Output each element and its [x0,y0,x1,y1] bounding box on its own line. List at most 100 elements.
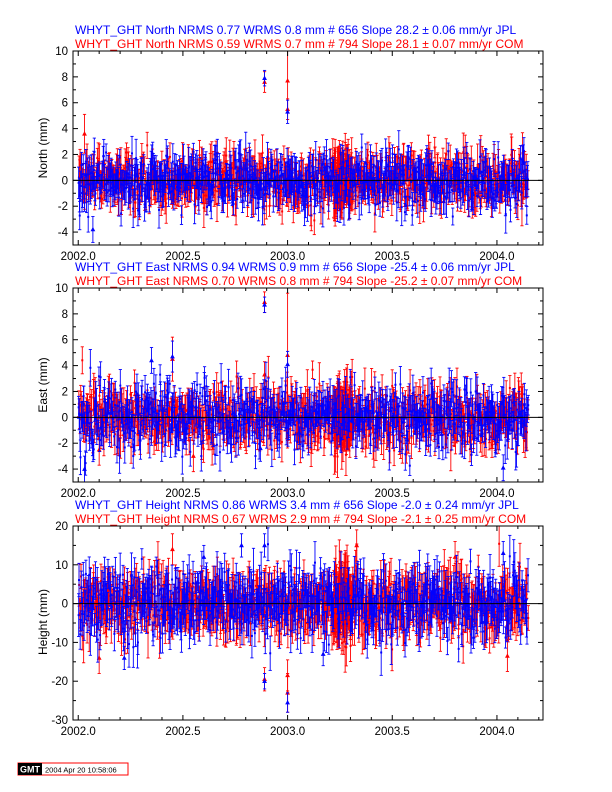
north-jpl-point [102,138,106,174]
north-jpl-point [360,133,364,162]
east-plot-area: 2002.0 2002.5 2003.0 2003.5 2004.0-4-2024681… [55,283,544,500]
east-jpl-point [144,392,149,431]
east-jpl-point [249,387,253,413]
north-jpl-point [446,142,450,160]
east-com-point [235,360,239,393]
north-jpl-point [142,154,146,175]
east-panel: WHYT_GHT East NRMS 0.94 WRMS 0.9 mm # 65… [36,260,544,500]
north-jpl-point [380,147,384,174]
north-jpl-point [496,182,500,203]
north-jpl-point [404,195,408,216]
height-x-tick-label: 2004.0 [479,726,514,738]
east-jpl-point [128,402,132,423]
east-jpl-point [408,455,412,476]
east-jpl-point [253,421,257,444]
north-jpl-point [217,187,221,206]
east-jpl-point [270,432,274,468]
north-jpl-point [406,144,411,170]
north-jpl-point [434,176,438,215]
east-jpl-point [223,386,228,411]
east-com-point [80,346,84,375]
east-jpl-point [166,380,170,407]
north-jpl-point [201,148,205,179]
north-jpl-point [104,166,108,203]
east-jpl-point [88,349,92,387]
height-panel: WHYT_GHT Height NRMS 0.86 WRMS 3.4 mm # … [36,498,544,738]
east-jpl-point [368,433,372,455]
north-jpl-point [179,205,184,225]
east-jpl-point [162,381,167,412]
north-jpl-point [86,201,90,233]
north-jpl-point [267,177,271,199]
east-jpl-point [253,442,258,470]
height-data-layer [77,526,530,713]
east-jpl-point [170,392,175,432]
north-series-jpl [77,69,530,243]
east-jpl-point [134,394,138,416]
height-jpl-point [468,548,473,574]
north-y-tick-label: 4 [62,124,69,136]
north-jpl-point [525,206,529,225]
east-header-com: WHYT_GHT East NRMS 0.70 WRMS 0.8 mm # 79… [75,274,522,288]
north-jpl-point [219,161,223,198]
east-jpl-point [344,376,348,409]
east-jpl-point [194,405,198,427]
north-jpl-point [413,167,417,204]
north-jpl-point [89,154,93,192]
north-jpl-point [510,148,514,184]
north-header-com: WHYT_GHT North NRMS 0.59 WRMS 0.7 mm # 7… [75,37,524,51]
east-jpl-point [328,378,332,415]
north-jpl-point [478,197,483,215]
north-jpl-point [525,165,529,191]
height-x-tick-label: 2002.0 [61,726,96,738]
east-jpl-point [351,406,356,441]
north-jpl-point [354,182,358,209]
east-jpl-point [218,432,222,472]
east-jpl-point [256,400,260,428]
height-y-axis-label: Height (mm) [36,589,50,655]
north-jpl-point [154,155,158,193]
north-jpl-point [423,186,427,212]
north-header-jpl: WHYT_GHT North NRMS 0.77 WRMS 0.8 mm # 6… [75,23,516,37]
east-jpl-point [370,386,374,423]
east-jpl-point [348,368,352,386]
east-y-tick-label: -2 [58,438,68,450]
north-jpl-point [338,195,342,224]
east-jpl-point [158,381,163,411]
height-jpl-point [77,562,81,598]
east-jpl-point [160,423,164,462]
east-jpl-point [235,419,239,443]
east-jpl-point [113,380,117,399]
north-jpl-point [309,179,313,217]
height-jpl-point [262,672,267,690]
north-jpl-point [408,146,413,178]
east-jpl-point [217,404,221,423]
height-jpl-point [266,527,270,562]
north-plot-area: 2002.0 2002.5 2003.0 2003.5 2004.0 -4 -2 0 2 4 6 8 1… [55,46,544,263]
east-jpl-point [398,366,402,403]
north-jpl-point [119,200,123,227]
east-jpl-point [363,398,367,423]
north-jpl-point [406,145,410,179]
height-plot-area: 2002.0 2002.5 2003.0 2003.5 2004.0 -30 -20 -10 0… [51,521,544,738]
east-jpl-point [101,421,105,450]
north-com-point [309,198,313,232]
east-jpl-point [190,382,194,417]
north-jpl-point [396,172,400,209]
north-jpl-point [189,156,193,193]
north-com-point [145,131,149,159]
north-jpl-point [110,168,114,208]
north-jpl-point [81,175,85,208]
north-jpl-point [114,161,118,194]
north-jpl-point [483,148,488,177]
height-com-point [170,533,175,566]
north-jpl-point [264,167,268,195]
north-jpl-point [407,187,411,207]
north-jpl-point [145,167,149,200]
height-header-jpl: WHYT_GHT Height NRMS 0.86 WRMS 3.4 mm # … [75,498,519,512]
east-jpl-point [137,394,141,434]
height-jpl-point [327,634,331,655]
east-jpl-point [112,427,116,446]
north-y-tick-label: -4 [58,227,69,239]
north-jpl-point [390,170,394,199]
